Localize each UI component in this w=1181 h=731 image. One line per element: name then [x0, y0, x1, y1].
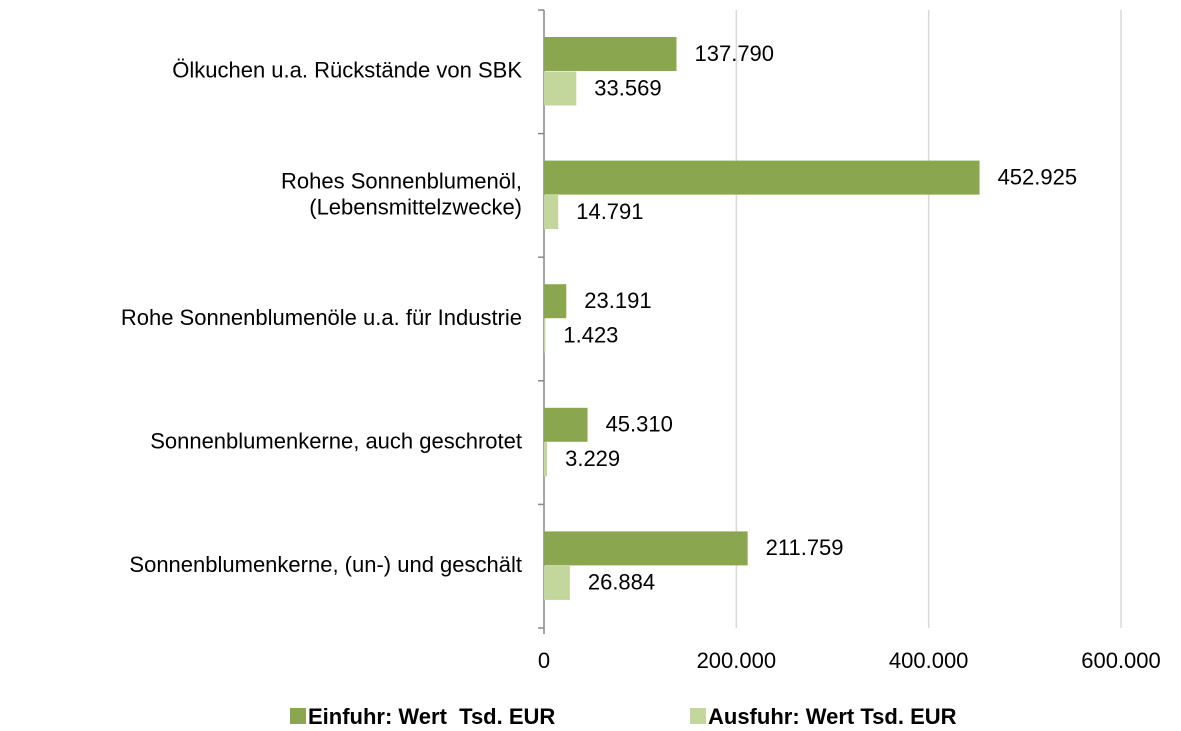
value-label: 14.791 — [576, 199, 643, 224]
bar — [544, 160, 980, 195]
bar — [544, 195, 559, 230]
value-label: 45.310 — [606, 412, 673, 437]
legend-label: Einfuhr: Wert Tsd. EUR — [308, 704, 555, 729]
legend-marker — [290, 708, 306, 724]
value-label: 26.884 — [588, 570, 655, 595]
y-tick-label: Rohes Sonnenblumenöl, (Lebensmittelzwecke… — [281, 168, 522, 219]
legend-label: Ausfuhr: Wert Tsd. EUR — [708, 704, 957, 729]
bar — [544, 407, 588, 442]
x-tick-label: 0 — [538, 648, 550, 673]
y-tick-label: Rohe Sonnenblumenöle u.a. für Industrie — [121, 305, 522, 330]
bar — [544, 71, 577, 106]
bar — [544, 565, 570, 600]
value-label: 211.759 — [766, 535, 844, 560]
x-tick-label: 600.000 — [1081, 648, 1161, 673]
x-tick-label: 400.000 — [889, 648, 969, 673]
value-label: 1.423 — [563, 323, 618, 348]
value-label: 137.790 — [695, 41, 775, 66]
bar — [544, 531, 748, 566]
bar — [544, 318, 546, 353]
y-tick-label: Sonnenblumenkerne, auch geschrotet — [150, 428, 522, 453]
y-tick-label: Ölkuchen u.a. Rückstände von SBK — [172, 58, 522, 83]
bar — [544, 37, 677, 71]
legend-marker — [690, 708, 706, 724]
y-tick-label: Sonnenblumenkerne, (un-) und geschält — [129, 552, 522, 577]
bar — [544, 284, 567, 319]
value-label: 33.569 — [594, 75, 661, 100]
value-label: 23.191 — [584, 288, 651, 313]
value-label: 452.925 — [998, 164, 1078, 189]
value-label: 3.229 — [565, 446, 620, 471]
x-tick-label: 200.000 — [697, 648, 777, 673]
bar — [544, 442, 548, 477]
